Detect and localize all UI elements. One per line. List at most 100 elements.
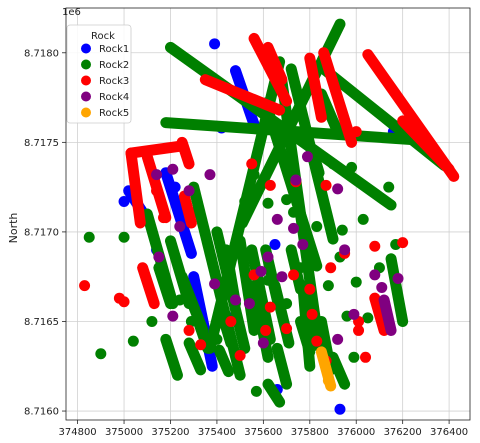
data-point bbox=[397, 237, 409, 249]
legend-marker bbox=[81, 107, 91, 118]
data-point bbox=[234, 350, 246, 362]
data-point bbox=[209, 38, 221, 50]
data-point bbox=[264, 301, 276, 313]
data-point bbox=[369, 269, 381, 281]
y-offset-label: 1e6 bbox=[62, 7, 81, 18]
series-rock4 bbox=[151, 151, 404, 349]
x-axis: 374800 375000 375200 375400 375600 375800 3760… bbox=[59, 420, 468, 438]
data-point bbox=[290, 174, 302, 186]
data-point bbox=[269, 238, 281, 250]
data-point bbox=[169, 181, 181, 193]
x-tick-label: 375800 bbox=[291, 427, 329, 438]
drillhole-trace bbox=[178, 190, 197, 229]
data-point bbox=[257, 337, 269, 349]
data-point bbox=[79, 280, 91, 292]
data-point bbox=[229, 294, 241, 306]
data-point bbox=[264, 179, 276, 191]
data-point bbox=[146, 315, 158, 327]
data-point bbox=[195, 339, 207, 351]
data-point bbox=[304, 283, 316, 295]
data-point bbox=[288, 206, 300, 218]
y-tick-label: 8.7170 bbox=[24, 227, 59, 238]
data-point bbox=[311, 335, 323, 347]
drillhole-trace bbox=[220, 244, 241, 310]
drillhole-trace bbox=[176, 136, 195, 170]
drillhole-trace bbox=[369, 292, 390, 336]
data-point bbox=[167, 310, 179, 322]
data-point bbox=[153, 251, 165, 263]
data-point bbox=[288, 222, 300, 234]
data-point bbox=[311, 221, 323, 233]
drillhole-trace bbox=[164, 235, 195, 310]
data-point bbox=[276, 271, 288, 283]
data-point bbox=[336, 224, 348, 236]
data-point bbox=[118, 296, 130, 308]
data-point bbox=[346, 161, 358, 173]
drillhole-trace bbox=[153, 262, 176, 310]
data-point bbox=[185, 315, 197, 327]
data-point bbox=[301, 151, 313, 163]
series-rock5 bbox=[315, 346, 337, 392]
legend: Rock Rock1 Rock2 Rock3 Rock4 Rock5 bbox=[66, 24, 132, 124]
data-point bbox=[348, 308, 360, 320]
data-point bbox=[353, 324, 365, 336]
legend-entry: Rock5 bbox=[99, 108, 129, 119]
x-tick-label: 376200 bbox=[384, 427, 422, 438]
data-point bbox=[369, 240, 381, 252]
data-point bbox=[281, 194, 293, 206]
data-point bbox=[127, 335, 139, 347]
data-point bbox=[183, 324, 195, 336]
data-point bbox=[281, 323, 293, 335]
data-point bbox=[360, 351, 372, 363]
legend-marker bbox=[81, 59, 91, 70]
drillhole-trace bbox=[213, 344, 235, 378]
data-point bbox=[262, 251, 274, 263]
data-point bbox=[118, 231, 130, 243]
data-point bbox=[255, 265, 267, 277]
y-tick-label: 8.7160 bbox=[24, 407, 59, 418]
y-tick-label: 8.7175 bbox=[24, 138, 59, 149]
drillhole-trace bbox=[183, 337, 207, 376]
x-tick-label: 375200 bbox=[151, 427, 189, 438]
y-axis-label: North bbox=[7, 213, 20, 244]
data-point bbox=[327, 158, 339, 170]
data-point bbox=[306, 308, 318, 320]
data-point bbox=[174, 221, 186, 233]
data-point bbox=[250, 385, 262, 397]
data-point bbox=[383, 181, 395, 193]
data-point bbox=[320, 179, 332, 191]
data-point bbox=[357, 213, 369, 225]
drillhole-trace bbox=[248, 32, 293, 107]
x-tick-label: 376000 bbox=[337, 427, 375, 438]
data-point bbox=[325, 262, 337, 274]
drillhole-trace bbox=[262, 41, 288, 86]
x-tick-label: 376400 bbox=[430, 427, 468, 438]
data-point bbox=[174, 294, 186, 306]
drillhole-trace bbox=[378, 294, 397, 336]
data-point bbox=[151, 185, 163, 197]
drillhole-trace bbox=[164, 41, 397, 211]
data-point bbox=[271, 213, 283, 225]
drillhole-trace bbox=[295, 315, 316, 358]
data-point bbox=[348, 351, 360, 363]
data-point bbox=[83, 231, 95, 243]
data-point bbox=[262, 274, 274, 286]
data-point bbox=[332, 183, 344, 195]
legend-entries: Rock1 Rock2 Rock3 Rock4 Rock5 bbox=[81, 43, 129, 119]
data-point bbox=[158, 212, 170, 224]
drillhole-trace bbox=[318, 47, 358, 148]
data-point bbox=[209, 278, 221, 290]
legend-entry: Rock3 bbox=[99, 76, 129, 87]
data-point bbox=[239, 195, 251, 207]
data-point bbox=[362, 312, 374, 324]
data-point bbox=[151, 169, 163, 181]
x-tick-label: 375400 bbox=[198, 427, 236, 438]
data-point bbox=[204, 169, 216, 181]
data-point bbox=[246, 158, 258, 170]
x-tick-label: 375000 bbox=[105, 427, 143, 438]
data-point bbox=[350, 276, 362, 288]
drillhole-trace bbox=[327, 351, 351, 390]
data-point bbox=[288, 269, 300, 281]
drillhole-trace bbox=[262, 378, 286, 408]
